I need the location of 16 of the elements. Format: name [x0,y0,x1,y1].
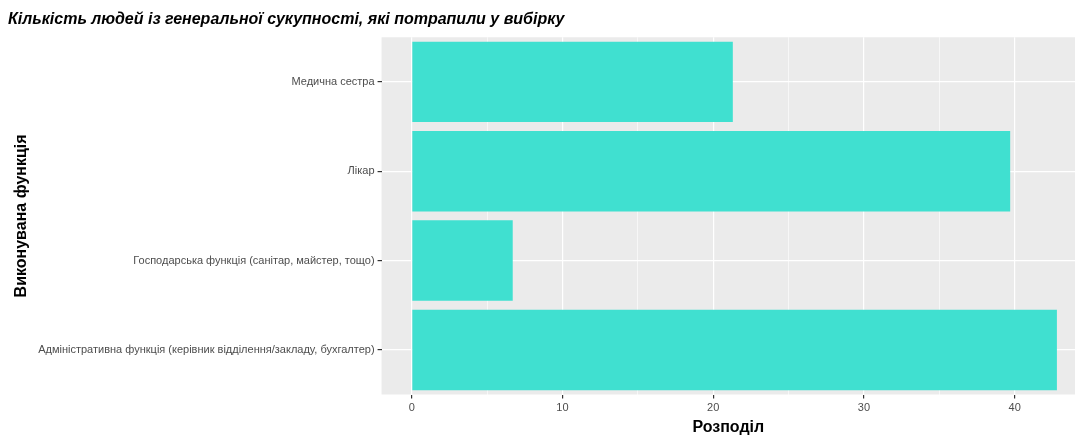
y-tick-label: Господарська функція (санітар, майстер, тощо) [133,253,375,266]
x-axis-title: Розподіл [692,417,765,435]
bar [412,41,733,123]
y-tick-label: Медична сестра [291,74,376,87]
bar [412,220,513,301]
bar [412,309,1057,391]
x-tick-label: 30 [857,401,871,414]
y-tick-label: Лікар [347,164,375,177]
x-tick-label: 40 [1008,401,1021,414]
chart-title: Кількість людей із генеральної сукупності, які потрапили у вибірку [8,10,566,28]
bar [412,131,1011,212]
x-tick-label: 10 [556,401,569,414]
y-axis-title: Виконувана функція [12,134,30,298]
y-tick-label: Адміністративна функція (керівник відділення/закладу, бухгалтер) [38,342,375,355]
x-tick-label: 20 [707,401,720,414]
x-tick-label: 0 [408,401,415,414]
